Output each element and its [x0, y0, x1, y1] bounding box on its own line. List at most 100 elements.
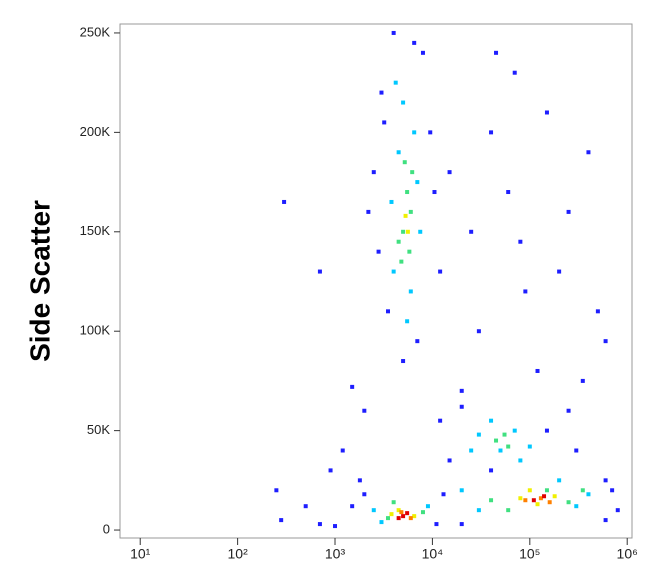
point: [399, 259, 404, 264]
point: [401, 359, 406, 364]
point: [523, 289, 528, 294]
plot-frame: [119, 23, 633, 539]
point: [412, 514, 417, 519]
point: [410, 170, 415, 175]
point: [391, 269, 396, 274]
point: [317, 269, 322, 274]
point: [401, 229, 406, 234]
y-tick-label: 250K: [80, 24, 111, 39]
point: [412, 130, 417, 135]
y-tick-label: 150K: [80, 223, 111, 238]
point: [447, 458, 452, 463]
point: [441, 492, 446, 497]
point: [557, 269, 562, 274]
point: [391, 30, 396, 35]
point: [544, 110, 549, 115]
point: [547, 500, 552, 505]
point: [586, 150, 591, 155]
point: [476, 432, 481, 437]
point: [544, 428, 549, 433]
point: [418, 229, 423, 234]
point: [476, 508, 481, 513]
point: [518, 239, 523, 244]
point: [350, 384, 355, 389]
point: [438, 269, 443, 274]
point: [489, 418, 494, 423]
point: [408, 289, 413, 294]
point: [405, 229, 410, 234]
point: [434, 522, 439, 527]
point: [317, 522, 322, 527]
point: [489, 130, 494, 135]
point: [447, 170, 452, 175]
point: [393, 80, 398, 85]
point: [603, 339, 608, 344]
point: [610, 488, 615, 493]
point: [303, 504, 308, 509]
point: [376, 249, 381, 254]
point: [527, 444, 532, 449]
point: [328, 468, 333, 473]
point: [403, 213, 408, 218]
point: [580, 378, 585, 383]
point: [371, 508, 376, 513]
point: [408, 209, 413, 214]
point: [407, 249, 412, 254]
point: [279, 518, 284, 523]
point: [557, 478, 562, 483]
point: [544, 488, 549, 493]
point: [603, 478, 608, 483]
point: [512, 428, 517, 433]
point: [391, 500, 396, 505]
point: [438, 418, 443, 423]
point: [379, 520, 384, 525]
point: [615, 508, 620, 513]
point: [552, 494, 557, 499]
x-tick-label: 10⁶: [617, 546, 638, 562]
y-tick-label: 50K: [87, 422, 110, 437]
point: [396, 150, 401, 155]
point: [542, 494, 547, 499]
point: [428, 130, 433, 135]
point: [494, 50, 499, 55]
y-tick-label: 0: [103, 521, 110, 536]
point: [371, 170, 376, 175]
point: [274, 488, 279, 493]
x-tick-label: 10¹: [130, 546, 151, 562]
point: [574, 448, 579, 453]
point: [362, 492, 367, 497]
point: [382, 120, 387, 125]
point: [401, 100, 406, 105]
point: [282, 199, 287, 204]
point: [566, 408, 571, 413]
point: [350, 504, 355, 509]
point: [459, 404, 464, 409]
point: [396, 239, 401, 244]
x-tick-label: 10⁴: [422, 546, 444, 562]
point: [476, 329, 481, 334]
point: [498, 448, 503, 453]
point: [527, 488, 532, 493]
point: [405, 319, 410, 324]
point: [535, 502, 540, 507]
point: [420, 50, 425, 55]
point: [469, 229, 474, 234]
point: [396, 516, 401, 521]
point: [366, 209, 371, 214]
point: [402, 160, 407, 165]
point: [399, 510, 404, 515]
point: [408, 516, 413, 521]
point: [603, 518, 608, 523]
point: [494, 438, 499, 443]
point: [333, 524, 338, 529]
y-axis-label: Side Scatter: [24, 200, 55, 362]
point: [396, 508, 401, 513]
point: [538, 496, 543, 501]
point: [415, 180, 420, 185]
point: [580, 488, 585, 493]
point: [386, 309, 391, 314]
point: [362, 408, 367, 413]
point: [405, 511, 410, 516]
x-tick-label: 10⁵: [519, 546, 540, 562]
